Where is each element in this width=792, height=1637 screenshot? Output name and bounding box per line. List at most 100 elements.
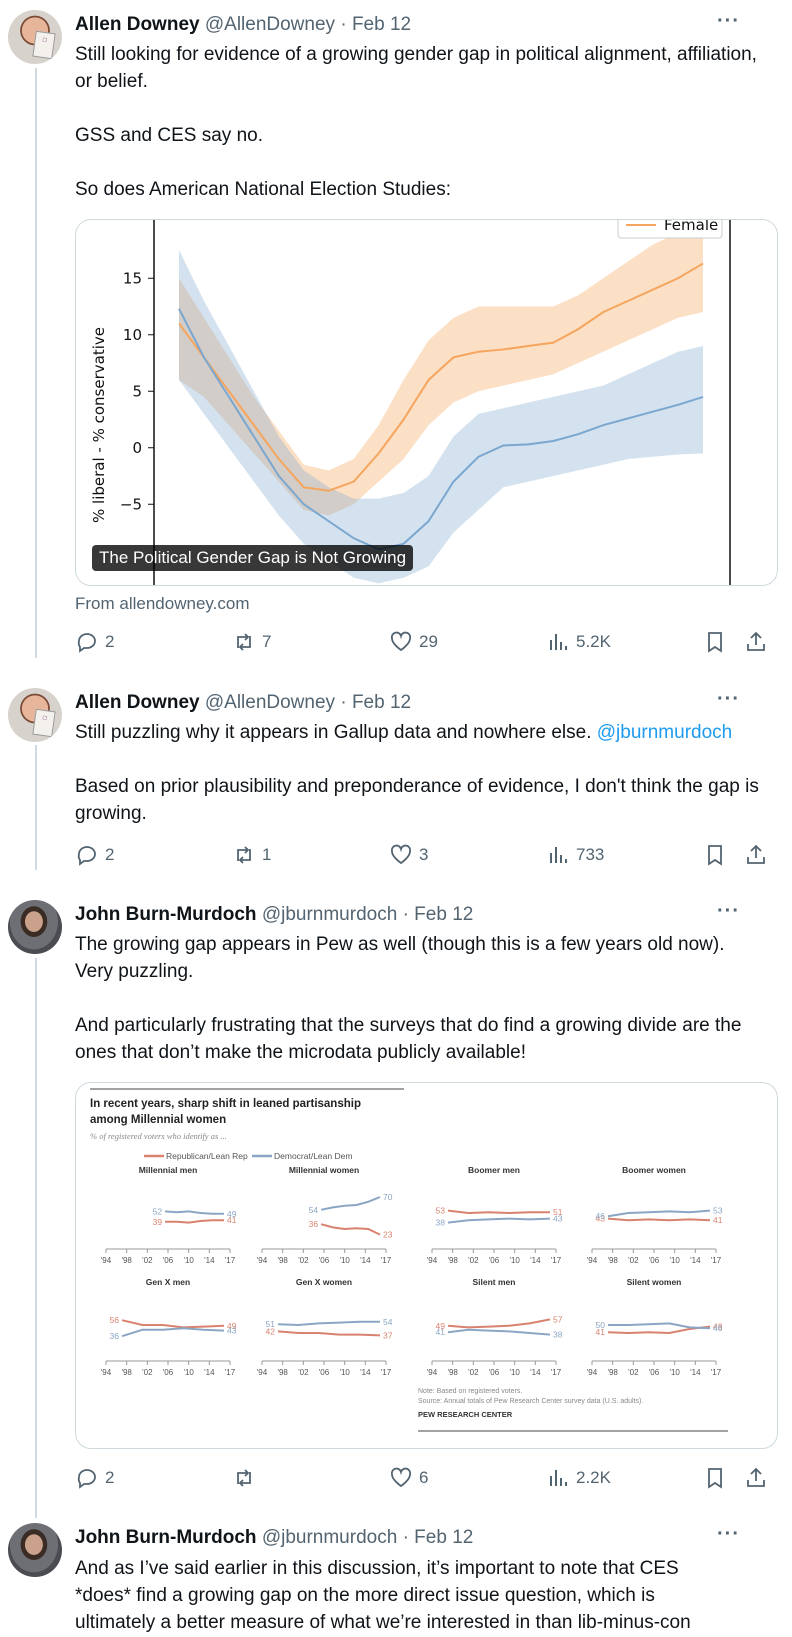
panel-x-tick-label: '94	[587, 1368, 598, 1377]
panel-title: Boomer men	[468, 1165, 520, 1175]
share-button[interactable]	[744, 1466, 774, 1490]
tweet-text: The growing gap appears in Pew as well (…	[75, 931, 765, 1066]
panel-x-tick-label: '10	[183, 1256, 194, 1265]
data-label: 41	[436, 1327, 446, 1337]
data-label: 43	[553, 1214, 563, 1224]
dem-series-line	[121, 1327, 225, 1338]
author-handle[interactable]: @jburnmurdoch	[261, 904, 398, 925]
rep-series-line	[447, 1318, 551, 1329]
data-label: 49	[436, 1321, 446, 1331]
more-options-icon[interactable]: ···	[717, 10, 740, 32]
tweet-header: Allen Downey @AllenDowney · Feb 12	[75, 692, 411, 714]
separator-dot: ·	[402, 1527, 409, 1548]
tweet-paragraph: Still looking for evidence of a growing …	[75, 44, 757, 92]
reply-count: 2	[105, 845, 115, 864]
tweet-date[interactable]: Feb 12	[351, 692, 412, 713]
heart-icon	[390, 844, 412, 865]
author-name[interactable]: John Burn-Murdoch	[75, 1527, 257, 1548]
tweet-date[interactable]: Feb 12	[414, 1527, 474, 1548]
tweet-line: *does* find a growing gap on the more di…	[75, 1585, 655, 1606]
chart-note: Note: Based on registered voters.	[418, 1388, 522, 1395]
panel-x-tick-label: '02	[142, 1256, 153, 1265]
dem-series-line	[607, 1209, 711, 1218]
panel-x-tick-label: '06	[163, 1256, 174, 1265]
more-options-icon[interactable]: ···	[717, 688, 740, 710]
like-count: 6	[419, 1468, 429, 1487]
views-button[interactable]: 2.2K	[546, 1466, 611, 1490]
reply-button[interactable]: 2	[75, 1466, 114, 1490]
tweet-line: And as I’ve said earlier in this discuss…	[75, 1558, 679, 1579]
reply-icon	[77, 633, 96, 653]
bookmark-button[interactable]	[703, 630, 733, 654]
card-source[interactable]: From allendowney.com	[75, 594, 250, 613]
tweet-header: John Burn-Murdoch @jburnmurdoch · Feb 12	[75, 904, 473, 926]
views-button[interactable]: 733	[546, 843, 604, 867]
data-label: 54	[309, 1205, 319, 1215]
author-name[interactable]: Allen Downey	[75, 692, 200, 713]
retweet-button[interactable]	[232, 1466, 262, 1490]
share-button[interactable]	[744, 630, 774, 654]
dem-series-line	[447, 1217, 551, 1224]
legend-label: Female	[664, 220, 718, 234]
data-label: 36	[110, 1331, 120, 1341]
bookmark-button[interactable]	[703, 1466, 733, 1490]
like-button[interactable]: 29	[389, 630, 438, 654]
more-options-icon[interactable]: ···	[717, 1523, 740, 1545]
avatar[interactable]: ▢	[8, 688, 62, 742]
tweet-paragraph: The growing gap appears in Pew as well (…	[75, 934, 725, 982]
panel-x-tick-label: '17	[711, 1368, 722, 1377]
female-series-line	[178, 262, 704, 492]
dem-series-line	[277, 1320, 380, 1327]
author-name[interactable]: Allen Downey	[75, 14, 200, 35]
tweet-date[interactable]: Feb 12	[414, 904, 474, 925]
rep-series-line	[121, 1319, 225, 1329]
avatar[interactable]	[8, 900, 62, 954]
data-label: 48	[713, 1322, 723, 1332]
like-button[interactable]: 3	[389, 843, 428, 867]
chart-org: PEW RESEARCH CENTER	[418, 1410, 513, 1419]
share-button[interactable]	[744, 843, 774, 867]
data-label: 50	[596, 1320, 606, 1330]
data-label: 52	[153, 1206, 163, 1216]
panel-x-tick-label: '02	[628, 1368, 639, 1377]
tweet-actions: 2 7 29 5.2K	[75, 630, 778, 660]
chart-title-line: among Millennial women	[90, 1114, 226, 1126]
panel-x-tick-label: '94	[257, 1368, 268, 1377]
panel-x-tick-label: '14	[360, 1368, 371, 1377]
author-handle[interactable]: @AllenDowney	[204, 692, 336, 713]
retweet-button[interactable]: 1	[232, 843, 271, 867]
panel-x-tick-label: '14	[360, 1256, 371, 1265]
avatar[interactable]: ▢	[8, 10, 62, 64]
chart-subtitle: % of registered voters who identify as .…	[90, 1131, 227, 1141]
reply-button[interactable]: 2	[75, 843, 114, 867]
data-label: 42	[266, 1326, 276, 1336]
share-icon	[747, 631, 765, 651]
like-count: 29	[419, 632, 438, 651]
tweet-actions: 2 1 3 733	[75, 843, 778, 873]
share-icon	[747, 1467, 765, 1487]
tweet-date[interactable]: Feb 12	[351, 14, 412, 35]
like-button[interactable]: 6	[389, 1466, 428, 1490]
image-card-pew-chart[interactable]: In recent years, sharp shift in leaned p…	[75, 1082, 778, 1449]
author-name[interactable]: John Burn-Murdoch	[75, 904, 257, 925]
link-card-chart[interactable]: 15 10 5 0 −5 % liberal - % conservative Female…	[75, 219, 778, 586]
panel-x-tick-label: '17	[381, 1256, 392, 1265]
avatar[interactable]	[8, 1523, 62, 1577]
mention-link[interactable]: @jburnmurdoch	[596, 722, 733, 743]
reply-button[interactable]: 2	[75, 630, 114, 654]
retweet-icon	[237, 1469, 251, 1487]
data-label: 49	[227, 1209, 237, 1219]
views-button[interactable]: 5.2K	[546, 630, 611, 654]
tweet-paragraph: And particularly frustrating that the su…	[75, 1015, 742, 1063]
tweet-header: John Burn-Murdoch @jburnmurdoch · Feb 12	[75, 1527, 473, 1549]
author-handle[interactable]: @jburnmurdoch	[261, 1527, 398, 1548]
panel-x-tick-label: '10	[669, 1256, 680, 1265]
panel-x-tick-label: '02	[468, 1256, 479, 1265]
bookmark-button[interactable]	[703, 843, 733, 867]
more-options-icon[interactable]: ···	[717, 900, 740, 922]
author-handle[interactable]: @AllenDowney	[204, 14, 336, 35]
panel-x-tick-label: '98	[277, 1256, 288, 1265]
retweet-button[interactable]: 7	[232, 630, 271, 654]
rep-series-line	[320, 1223, 381, 1236]
reply-count: 2	[105, 632, 115, 651]
